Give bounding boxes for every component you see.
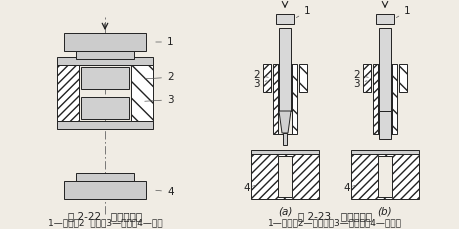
Bar: [81, 97, 129, 119]
Bar: [64, 33, 146, 51]
Bar: [251, 150, 318, 154]
Bar: [57, 65, 79, 121]
Text: 3: 3: [252, 79, 266, 89]
Text: 1—上模；2  铜套；3—轴承；4—下模: 1—上模；2 铜套；3—轴承；4—下模: [48, 218, 162, 227]
Bar: [282, 133, 286, 145]
Text: 图 2-22   铜套的墩粗: 图 2-22 铜套的墩粗: [68, 211, 142, 221]
Text: (b): (b): [377, 207, 392, 217]
Bar: [251, 154, 318, 199]
Text: (a): (a): [277, 207, 291, 217]
Bar: [275, 14, 293, 24]
Bar: [277, 64, 291, 134]
Bar: [298, 64, 306, 92]
Polygon shape: [279, 111, 291, 133]
Bar: [372, 64, 377, 134]
Bar: [350, 150, 418, 154]
Text: 1: 1: [156, 37, 173, 47]
Text: 1: 1: [396, 6, 410, 18]
Text: 图 2-23   扩张活塞销: 图 2-23 扩张活塞销: [297, 211, 371, 221]
Text: 4: 4: [342, 183, 354, 193]
Bar: [263, 64, 270, 92]
Bar: [64, 181, 146, 199]
Text: 2: 2: [145, 72, 173, 82]
Bar: [362, 64, 370, 92]
Bar: [291, 64, 297, 134]
Text: 1—冲头；2—活塞销；3—胀缩套；4—模具座: 1—冲头；2—活塞销；3—胀缩套；4—模具座: [268, 218, 401, 227]
Bar: [398, 64, 406, 92]
Bar: [277, 156, 291, 197]
Text: 3: 3: [352, 79, 366, 89]
Bar: [279, 28, 291, 111]
Bar: [131, 65, 153, 121]
Text: 2: 2: [352, 69, 368, 79]
Bar: [81, 67, 129, 89]
Bar: [377, 156, 391, 197]
Text: 1: 1: [296, 6, 310, 18]
Bar: [378, 111, 390, 139]
Bar: [391, 64, 396, 134]
Bar: [76, 51, 134, 59]
Bar: [378, 28, 390, 111]
Text: 4: 4: [242, 183, 254, 193]
Text: 3: 3: [145, 95, 173, 105]
Bar: [57, 121, 153, 129]
Bar: [76, 173, 134, 181]
Text: 2: 2: [252, 69, 268, 79]
Bar: [375, 14, 393, 24]
Bar: [350, 154, 418, 199]
Bar: [57, 57, 153, 65]
Text: 4: 4: [156, 187, 173, 197]
Bar: [272, 64, 277, 134]
Bar: [377, 64, 391, 134]
